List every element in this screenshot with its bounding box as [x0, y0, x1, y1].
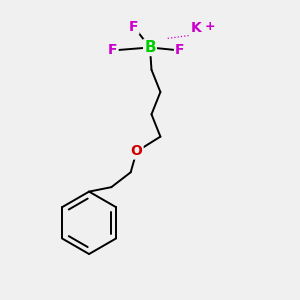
Text: B: B [144, 40, 156, 55]
Text: +: + [204, 20, 215, 33]
Text: O: O [131, 145, 142, 158]
Text: K: K [191, 21, 201, 35]
Text: F: F [108, 44, 118, 57]
Text: F: F [129, 20, 138, 34]
Text: F: F [175, 44, 184, 57]
